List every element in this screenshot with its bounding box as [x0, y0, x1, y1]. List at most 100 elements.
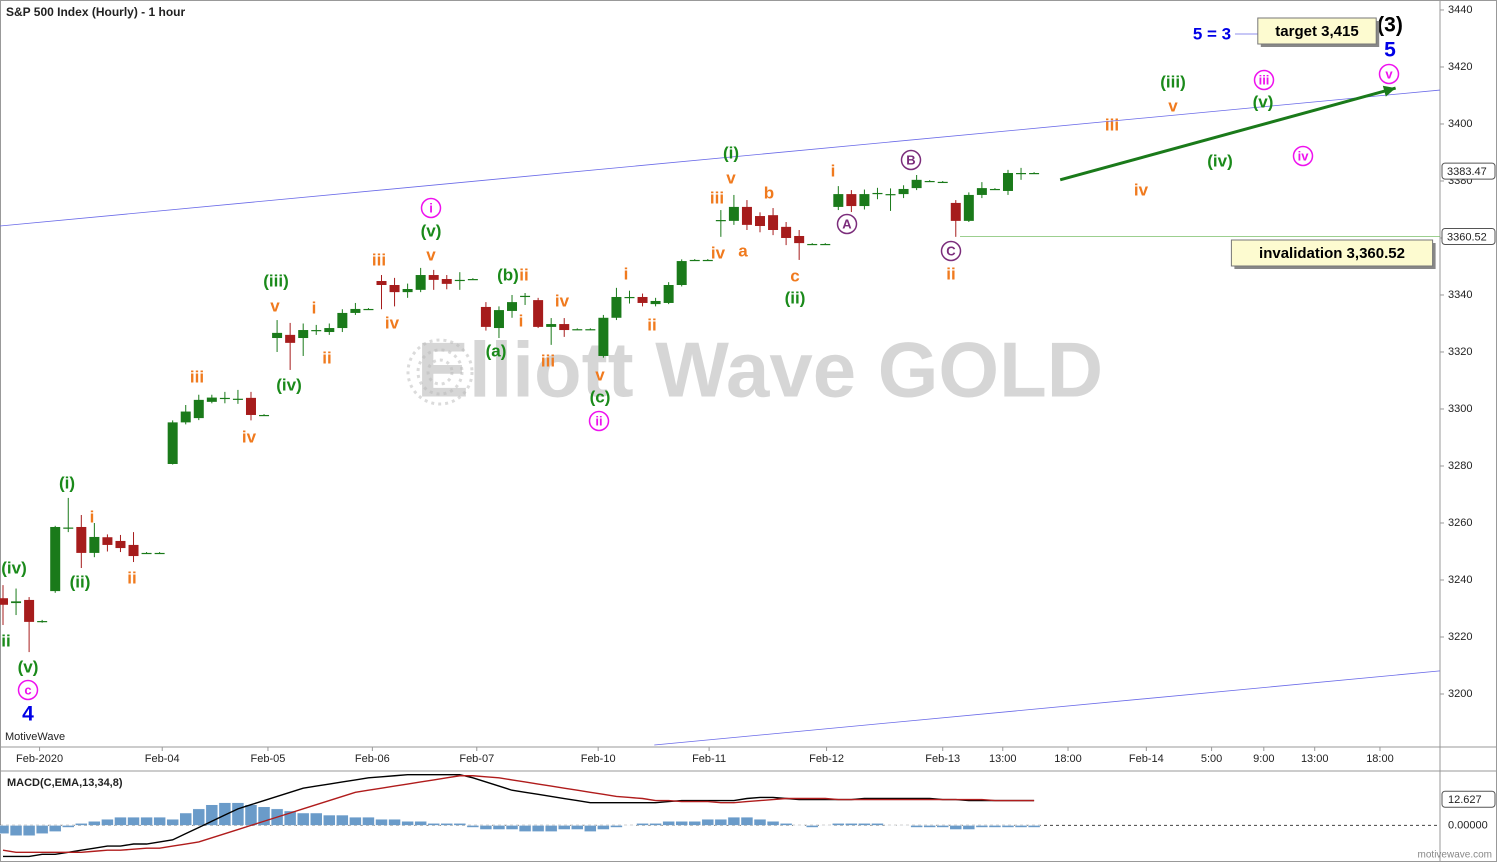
note: invalidation 3,360.52 [1259, 245, 1405, 262]
candle-body [728, 206, 739, 221]
macd-bar [218, 802, 232, 826]
candle-body [546, 324, 557, 327]
macd-bar [140, 816, 153, 826]
macd-bar [414, 821, 427, 826]
wave-label: (iii) [1160, 72, 1186, 91]
macd-bar [623, 825, 636, 827]
y-tick-label: 3240 [1448, 574, 1472, 586]
wave-label: ii [519, 265, 528, 284]
x-tick-label: Feb-06 [355, 753, 390, 765]
price-tag-label: 3383.47 [1447, 166, 1487, 178]
macd-bar [323, 814, 336, 826]
wave-label: iii [372, 250, 386, 269]
macd-bar [309, 812, 323, 826]
macd-bar [544, 825, 558, 832]
macd-bar [962, 825, 976, 830]
macd-bar [453, 823, 467, 826]
candle-body [611, 296, 622, 318]
wave-label: iii [1259, 72, 1270, 87]
footer: motivewave.com [1418, 850, 1492, 861]
x-tick-label: Feb-13 [925, 753, 960, 765]
wave-label: (v) [18, 657, 39, 676]
channel-line [654, 670, 1441, 746]
macd-bar [518, 825, 532, 832]
candle-body [898, 188, 909, 195]
wave-label: 5 = 3 [1193, 24, 1231, 43]
macd-bar [401, 821, 414, 826]
macd-bar [675, 821, 688, 826]
macd-bar [610, 825, 623, 828]
wave-label: iv [1298, 148, 1310, 163]
candle-body [428, 275, 439, 280]
macd-bar [897, 825, 910, 827]
macd-bar [805, 825, 819, 828]
y-tick-label: 3400 [1448, 118, 1472, 130]
wave-label: (ii) [785, 288, 806, 307]
macd-bar [466, 825, 480, 828]
wave-label: iv [242, 427, 257, 446]
arrow-head [1382, 85, 1396, 97]
candle-body [781, 226, 792, 238]
wave-label: c [24, 682, 31, 697]
macd-bar [192, 808, 206, 826]
macd-bar [597, 825, 610, 830]
wave-label: (c) [590, 387, 611, 406]
y-tick-label: 3300 [1448, 403, 1472, 415]
candle-body [963, 194, 974, 221]
y-tick-label: 0.00000 [1448, 819, 1488, 831]
x-tick-label: 18:00 [1366, 753, 1394, 765]
wave-label: a [738, 241, 748, 260]
wave-label: (iv) [1207, 151, 1233, 170]
candle-body [232, 398, 243, 400]
candle-body [768, 215, 779, 230]
wave-label: i [90, 507, 95, 526]
macd-bar [766, 821, 780, 826]
macd-bar [375, 818, 388, 826]
candle-body [167, 422, 178, 464]
macd-bar [88, 821, 101, 826]
x-tick-label: Feb-14 [1129, 753, 1164, 765]
wave-label: (3) [1377, 14, 1403, 37]
wave-label: iii [541, 351, 555, 370]
x-tick-label: 5:00 [1201, 753, 1222, 765]
x-tick-label: Feb-05 [251, 753, 286, 765]
candle-body [559, 324, 570, 331]
y-tick-label: 3440 [1448, 4, 1472, 16]
wave-label: v [270, 296, 280, 315]
wave-label: A [842, 216, 852, 231]
x-tick-label: Feb-04 [145, 753, 180, 765]
candle-body [24, 599, 35, 622]
candle-body [924, 180, 935, 183]
wave-label: iv [1134, 180, 1149, 199]
x-tick-label: 18:00 [1054, 753, 1082, 765]
macd-bar [101, 818, 114, 826]
macd-bar [649, 823, 662, 826]
macd-bar [296, 812, 310, 826]
macd-bar [988, 825, 1002, 828]
candle-body [507, 302, 518, 311]
macd-bar [727, 816, 741, 826]
macd-bar [845, 823, 858, 826]
wave-circle [900, 149, 922, 171]
macd-bar [832, 823, 845, 826]
macd-bar [231, 802, 245, 826]
macd-bar [858, 823, 871, 826]
macd-title: MACD(C,EMA,13,34,8) [7, 777, 123, 789]
macd-bar [1027, 825, 1041, 828]
wave-circle [1253, 69, 1275, 91]
candle-body [572, 329, 583, 331]
wave-label: ii [946, 264, 955, 283]
wave-label: v [1168, 96, 1178, 115]
candle-body [950, 202, 961, 221]
candle-body [1016, 172, 1027, 175]
macd-bar [479, 825, 493, 830]
macd-bar [440, 823, 454, 826]
candle-body [115, 540, 126, 549]
candle-body [76, 526, 87, 553]
candle-body [585, 329, 596, 331]
wave-label: v [726, 168, 736, 187]
candle-body [663, 285, 674, 303]
wave-label: (iv) [276, 375, 302, 394]
wave-label: (iv) [1, 558, 27, 577]
macd-bar [688, 821, 701, 826]
